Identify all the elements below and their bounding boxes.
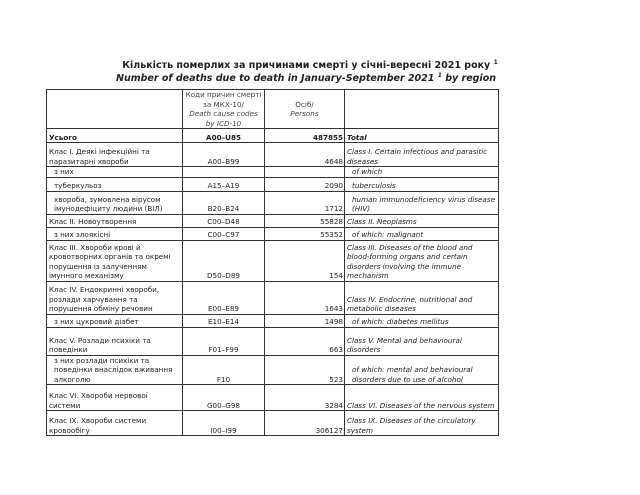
table-row: Клас VI. Хвороби нервової системи G00–G98… bbox=[46, 384, 499, 411]
row-label-ua: Клас II. Новоутворення bbox=[46, 213, 183, 228]
row-code bbox=[182, 166, 265, 178]
row-value: 487855 bbox=[264, 128, 345, 143]
row-label-en: Class I. Certain infectious and parasiti… bbox=[344, 142, 499, 167]
row-code: A00–B99 bbox=[182, 142, 265, 167]
row-label-ua: Клас IV. Ендокринні хвороби, розлади хар… bbox=[46, 280, 183, 315]
row-code: C00–D48 bbox=[182, 213, 265, 228]
table-row: Клас III. Хвороби крові й кровотворних о… bbox=[46, 239, 499, 282]
row-code: F01–F99 bbox=[182, 326, 265, 356]
header-codes: Коди причин смерті за МКХ-10/Death cause… bbox=[182, 89, 265, 129]
row-value: 1498 bbox=[264, 313, 345, 328]
row-label-en: human immunodeficiency virus disease (HI… bbox=[344, 190, 499, 215]
table-row: Клас IV. Ендокринні хвороби, розлади хар… bbox=[46, 280, 499, 315]
header-persons: Осіб/Persons bbox=[264, 89, 345, 129]
row-label-en: of which: malignant bbox=[344, 226, 499, 241]
title-english: Number of deaths due to death in January… bbox=[116, 72, 496, 85]
row-label-en: Class IX. Diseases of the circulatory sy… bbox=[344, 410, 499, 436]
row-label-ua: з них bbox=[46, 166, 183, 178]
table-row: з них розлади психіки та поведінки внасл… bbox=[46, 354, 499, 385]
table-row: туберкульоз A15–A19 2090 tuberculosis bbox=[46, 176, 499, 192]
table-row: з них злоякісні C00–C97 55352 of which: mal… bbox=[46, 226, 499, 241]
row-value: 154 bbox=[264, 239, 345, 282]
table-row: Клас II. Новоутворення C00–D48 55828 Class … bbox=[46, 213, 499, 228]
row-label-en: Class III. Diseases of the blood and blo… bbox=[344, 239, 499, 282]
row-code: E10–E14 bbox=[182, 313, 265, 328]
table-row: Усього A00–U85 487855 Total bbox=[46, 128, 499, 143]
row-value: 1643 bbox=[264, 280, 345, 315]
row-value: 1712 bbox=[264, 190, 345, 215]
row-value: 3284 bbox=[264, 384, 345, 411]
row-code: F10 bbox=[182, 354, 265, 385]
row-value: 55352 bbox=[264, 226, 345, 241]
row-label-ua: хвороба, зумовлена вірусом імунодефіциту… bbox=[46, 190, 183, 215]
row-value: 306127 bbox=[264, 410, 345, 436]
row-label-en: Class II. Neoplasms bbox=[344, 213, 499, 228]
row-code: G00–G98 bbox=[182, 384, 265, 411]
row-code: C00–C97 bbox=[182, 226, 265, 241]
header-empty-en bbox=[344, 89, 499, 129]
row-value bbox=[264, 166, 345, 178]
table-row: Клас I. Деякі інфекційні та паразитарні … bbox=[46, 142, 499, 167]
row-label-ua: Клас III. Хвороби крові й кровотворних о… bbox=[46, 239, 183, 282]
deaths-table: Коди причин смерті за МКХ-10/Death cause… bbox=[46, 89, 499, 436]
row-code: E00–E89 bbox=[182, 280, 265, 315]
row-label-en: Total bbox=[344, 128, 499, 143]
row-value: 523 bbox=[264, 354, 345, 385]
table-row: з них of which bbox=[46, 166, 499, 178]
row-label-ua: Клас V. Розлади психіки та поведінки bbox=[46, 326, 183, 356]
row-label-en: tuberculosis bbox=[344, 176, 499, 192]
row-label-ua: туберкульоз bbox=[46, 176, 183, 192]
row-label-ua: Клас I. Деякі інфекційні та паразитарні … bbox=[46, 142, 183, 167]
row-value: 663 bbox=[264, 326, 345, 356]
row-label-ua: з них цукровий діабет bbox=[46, 313, 183, 328]
table-header: Коди причин смерті за МКХ-10/Death cause… bbox=[46, 89, 499, 129]
table-row: Клас IX. Хвороби системи кровообігу I00–I… bbox=[46, 410, 499, 436]
row-label-ua: Клас IX. Хвороби системи кровообігу bbox=[46, 410, 183, 436]
row-code: I00–I99 bbox=[182, 410, 265, 436]
header-empty bbox=[46, 89, 183, 129]
row-label-en: of which: mental and behavioural disorde… bbox=[344, 354, 499, 385]
row-value: 4648 bbox=[264, 142, 345, 167]
row-value: 55828 bbox=[264, 213, 345, 228]
row-label-ua: з них злоякісні bbox=[46, 226, 183, 241]
row-label-en: Class VI. Diseases of the nervous system bbox=[344, 384, 499, 411]
row-label-en: Class IV. Endocrine, nutritional and met… bbox=[344, 280, 499, 315]
row-label-ua: Клас VI. Хвороби нервової системи bbox=[46, 384, 183, 411]
row-code: D50–D89 bbox=[182, 239, 265, 282]
row-label-en: of which: diabetes mellitus bbox=[344, 313, 499, 328]
row-label-ua: з них розлади психіки та поведінки внасл… bbox=[46, 354, 183, 385]
row-label-en: of which bbox=[344, 166, 499, 178]
table-row: хвороба, зумовлена вірусом імунодефіциту… bbox=[46, 190, 499, 215]
row-code: A00–U85 bbox=[182, 128, 265, 143]
row-code: A15–A19 bbox=[182, 176, 265, 192]
table-row: з них цукровий діабет E10–E14 1498 of which… bbox=[46, 313, 499, 328]
row-code: B20–B24 bbox=[182, 190, 265, 215]
table-row: Клас V. Розлади психіки та поведінки F01–… bbox=[46, 326, 499, 356]
row-value: 2090 bbox=[264, 176, 345, 192]
row-label-en: Class V. Mental and behavioural disorder… bbox=[344, 326, 499, 356]
title-ukrainian: Кількість померлих за причинами смерті у… bbox=[122, 59, 498, 72]
row-label-ua: Усього bbox=[46, 128, 183, 143]
